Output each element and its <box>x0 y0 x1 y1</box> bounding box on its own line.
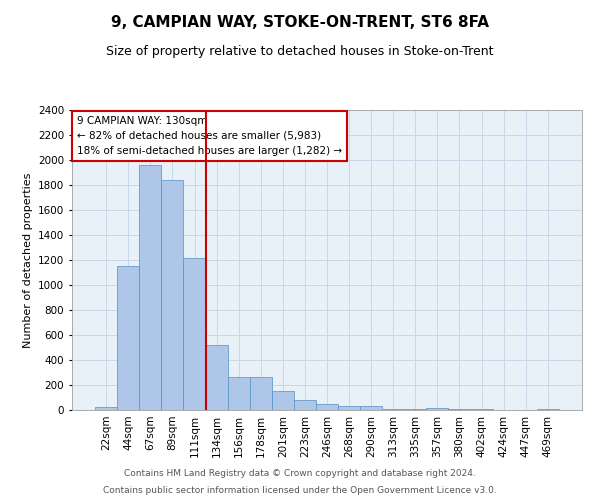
Bar <box>117 266 139 410</box>
Bar <box>206 345 227 410</box>
Bar <box>537 409 559 410</box>
Bar <box>404 409 427 410</box>
Bar <box>338 406 360 410</box>
Bar <box>470 409 493 410</box>
Text: Contains HM Land Registry data © Crown copyright and database right 2024.: Contains HM Land Registry data © Crown c… <box>124 468 476 477</box>
Bar <box>360 406 382 410</box>
Text: 9 CAMPIAN WAY: 130sqm
← 82% of detached houses are smaller (5,983)
18% of semi-d: 9 CAMPIAN WAY: 130sqm ← 82% of detached … <box>77 116 342 156</box>
Bar <box>316 404 338 410</box>
Bar <box>95 407 117 410</box>
Bar <box>294 400 316 410</box>
Text: Size of property relative to detached houses in Stoke-on-Trent: Size of property relative to detached ho… <box>106 45 494 58</box>
Text: Contains public sector information licensed under the Open Government Licence v3: Contains public sector information licen… <box>103 486 497 495</box>
Bar <box>272 390 294 410</box>
Bar <box>382 408 404 410</box>
Bar <box>184 258 206 410</box>
Bar <box>227 377 250 410</box>
Bar <box>427 408 448 410</box>
Bar <box>161 180 184 410</box>
Y-axis label: Number of detached properties: Number of detached properties <box>23 172 32 348</box>
Text: 9, CAMPIAN WAY, STOKE-ON-TRENT, ST6 8FA: 9, CAMPIAN WAY, STOKE-ON-TRENT, ST6 8FA <box>111 15 489 30</box>
Bar <box>139 165 161 410</box>
Bar <box>250 377 272 410</box>
